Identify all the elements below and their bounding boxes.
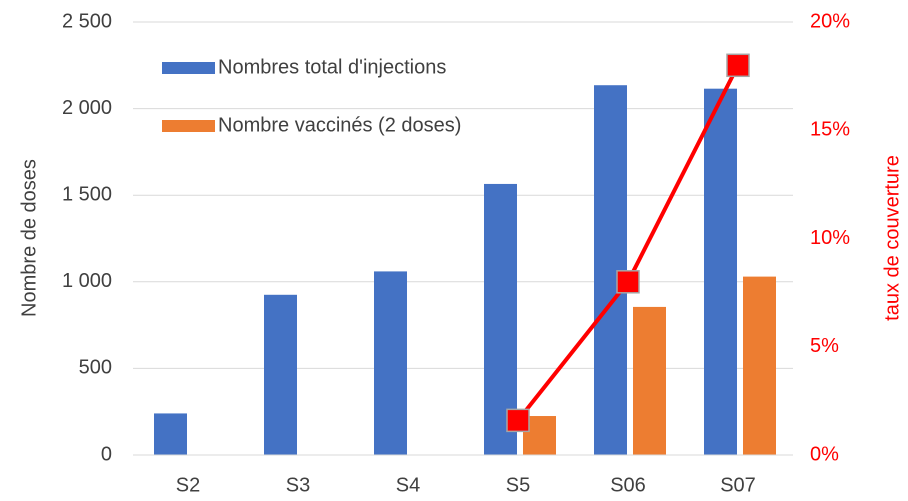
line-marker [616, 270, 640, 294]
x-tick-label: S5 [506, 474, 530, 496]
legend-label: Nombres total d'injections [218, 56, 446, 78]
y2-tick-label: 20% [810, 10, 850, 32]
bar [633, 306, 666, 455]
line-marker [506, 408, 530, 433]
y-tick-label: 0 [101, 443, 112, 465]
bar [154, 413, 187, 455]
y2-tick-label: 5% [810, 335, 839, 357]
bar [374, 271, 407, 455]
y2-axis-title: taux de couverture [881, 155, 903, 321]
legend-label: Nombre vaccinés (2 doses) [218, 114, 461, 136]
y2-tick-label: 0% [810, 443, 839, 465]
x-tick-label: S4 [396, 474, 420, 496]
x-tick-label: S07 [720, 474, 756, 496]
y-tick-label: 500 [79, 357, 112, 379]
bar [743, 276, 776, 455]
bar [704, 88, 737, 455]
y-axis-title: Nombre de doses [18, 159, 40, 317]
y2-tick-label: 10% [810, 227, 850, 249]
y-tick-label: 2 500 [62, 10, 112, 32]
legend-swatch [162, 120, 215, 132]
y2-tick-label: 15% [810, 119, 850, 141]
y-tick-label: 1 500 [62, 183, 112, 205]
x-tick-label: S2 [176, 474, 200, 496]
x-tick-label: S06 [610, 474, 646, 496]
x-tick-label: S3 [286, 474, 310, 496]
line-marker [726, 53, 750, 78]
bar [264, 294, 297, 455]
legend-swatch [162, 62, 215, 74]
y-tick-label: 2 000 [62, 97, 112, 119]
y-tick-label: 1 000 [62, 270, 112, 292]
